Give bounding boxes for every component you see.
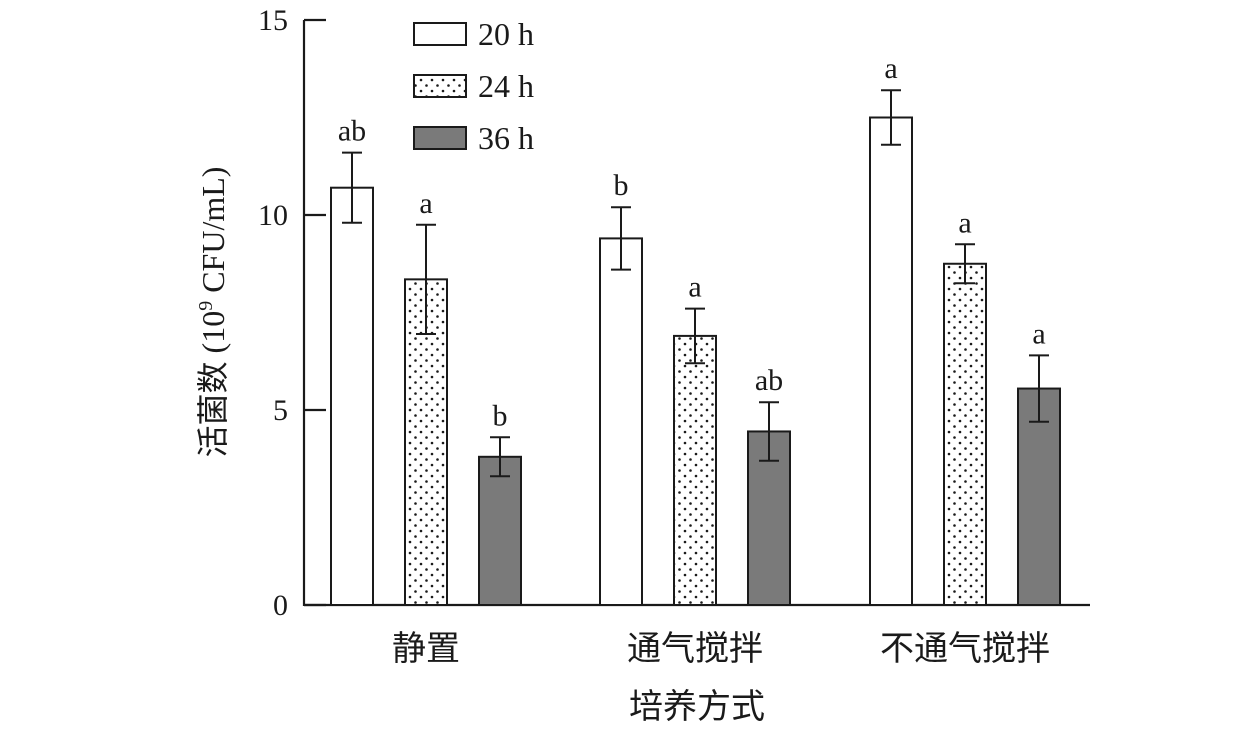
y-tick-label: 0 <box>273 589 288 622</box>
legend-swatch <box>413 74 467 98</box>
bar <box>330 186 374 606</box>
legend-label: 36 h <box>478 120 534 156</box>
y-axis-title-main: 活菌数 (10 <box>195 311 231 458</box>
category-labels: 静置 通气搅拌 不通气搅拌 <box>392 630 1050 668</box>
legend-swatch <box>413 22 467 46</box>
significance-label: b <box>614 169 629 202</box>
significance-label: ab <box>755 364 783 397</box>
legend-swatch <box>413 126 467 150</box>
significance-label: a <box>688 271 701 304</box>
significance-label: a <box>1032 317 1045 350</box>
legend-label: 24 h <box>478 68 534 104</box>
significance-label: a <box>884 52 897 85</box>
legend-label: 20 h <box>478 16 534 52</box>
bar <box>599 237 643 606</box>
significance-label: ab <box>338 115 366 148</box>
y-ticks: 0 5 10 15 <box>258 4 326 622</box>
significance-label: a <box>958 206 971 239</box>
legend: 20 h 24 h 36 h <box>413 16 534 156</box>
y-tick-label: 5 <box>273 394 288 427</box>
x-axis-title: 培养方式 <box>629 688 765 726</box>
category-label: 通气搅拌 <box>627 630 763 668</box>
bar <box>869 116 913 606</box>
category-label: 不通气搅拌 <box>880 630 1050 668</box>
bar <box>478 455 522 606</box>
bar <box>943 262 987 606</box>
significance-label: b <box>493 399 508 432</box>
y-tick-label: 15 <box>258 4 288 37</box>
significance-label: a <box>419 187 432 220</box>
category-label: 静置 <box>392 630 460 668</box>
y-axis-title: 活菌数 (109 CFU/mL) <box>195 167 231 458</box>
y-axis-title-tail: CFU/mL) <box>195 167 231 301</box>
bar <box>673 334 717 606</box>
y-axis-title-sup: 9 <box>195 301 217 311</box>
error-bars <box>342 89 1049 478</box>
y-tick-label: 10 <box>258 199 288 232</box>
